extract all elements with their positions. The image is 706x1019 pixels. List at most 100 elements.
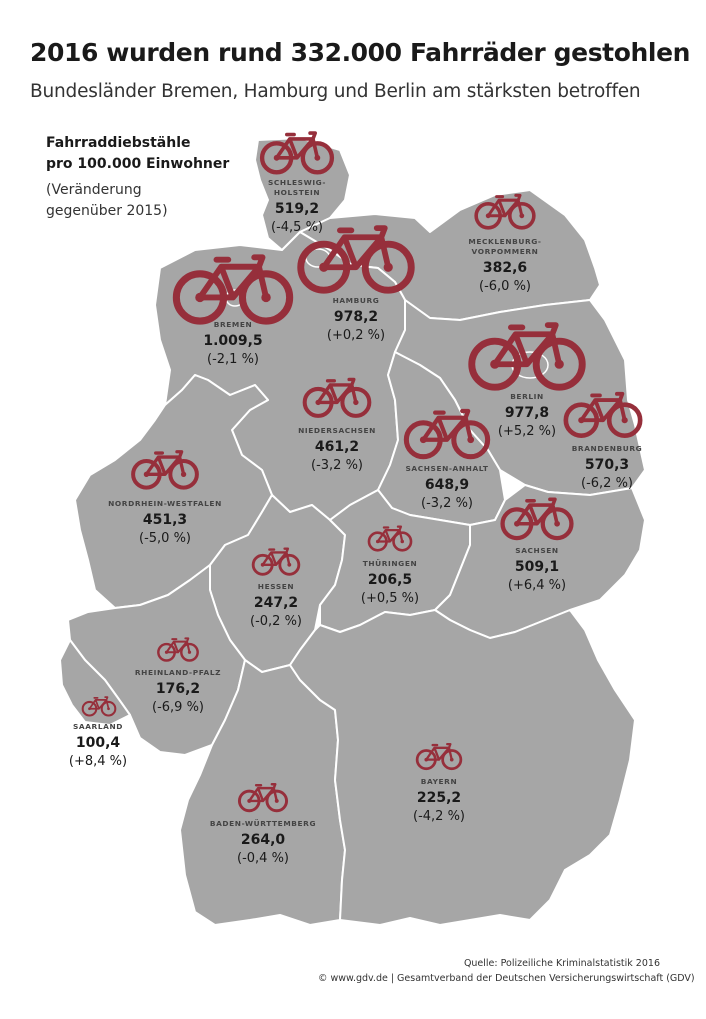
region-value-rheinland-pfalz: 176,2 [156,681,200,697]
bicycle-icon [172,254,294,325]
region-change-thueringen: (+0,5 %) [361,591,419,606]
region-name-mecklenburg-vorpommern: MECKLENBURG- [468,237,541,246]
region-value-brandenburg: 570,3 [585,457,629,473]
region-change-baden-wuerttemberg: (-0,4 %) [237,851,289,866]
bicycle-wheel-front [361,240,415,294]
bicycle-frame [579,391,627,423]
bicycle-wheel-front [265,789,289,813]
region-value-bremen: 1.009,5 [203,333,262,349]
bicycle-frame [425,743,453,761]
bicycle-wheel-front [180,642,199,662]
bicycle-frame [144,450,186,476]
bicycle-wheel-front [278,553,301,576]
region-value-nordrhein-westfalen: 451,3 [143,512,187,528]
region-change-rheinland-pfalz: (-6,9 %) [152,700,204,715]
region-change-berlin: (+5,2 %) [498,424,556,439]
bicycle-wheel-front [100,700,117,717]
bicycle-icon [474,193,536,230]
bicycle-icon [251,547,301,576]
bicycle-wheel-front [508,201,536,230]
bicycle-icon [403,408,491,460]
copyright-note: © www.gdv.de | Gesamtverband der Deutsch… [318,973,695,984]
region-value-hessen: 247,2 [254,595,298,611]
bicycle-frame [88,696,110,710]
region-name-hamburg: HAMBURG [333,296,380,305]
region-change-saarland: (+8,4 %) [69,754,127,769]
region-name-nordrhein-westfalen: NORDRHEIN-WESTFALEN [108,499,222,508]
bicycle-wheel-front [168,459,199,490]
bicycle-icon [81,696,117,717]
region-name-saarland: SAARLAND [73,722,123,731]
bicycle-frame [486,193,524,218]
bicycle-wheel-front [300,141,335,175]
source-note: Quelle: Polizeiliche Kriminalstatistik 2… [463,958,660,969]
region-change-nordrhein-westfalen: (-5,0 %) [139,531,191,546]
region-value-berlin: 977,8 [505,405,549,421]
bicycle-icon [500,497,574,541]
legend-line-2: pro 100.000 Einwohner [46,156,230,172]
region-value-thueringen: 206,5 [368,572,412,588]
legend-line-4: gegenüber 2015) [46,203,168,219]
bicycle-wheel-front [540,507,574,541]
region-value-niedersachsen: 461,2 [315,439,359,455]
region-value-schleswig-holstein: 519,2 [275,201,319,217]
region-change-bayern: (-4,2 %) [413,809,465,824]
region-name-sachsen-anhalt: SACHSEN-ANHALT [405,464,488,473]
region-value-bayern: 225,2 [417,790,461,806]
bicycle-icon [297,225,415,294]
bicycle-icon [259,131,335,175]
bicycle-frame [320,225,392,271]
bicycle-wheel-front [451,420,491,460]
region-name-thueringen: THÜRINGEN [363,559,418,568]
bicycle-wheel-front [340,386,372,418]
bicycle-wheel-front [392,531,413,552]
region-name-bayern: BAYERN [421,777,458,786]
bicycle-markers [81,131,643,813]
region-name-mecklenburg-vorpommern: VORPOMMERN [472,247,539,256]
bicycle-frame [376,525,404,543]
region-value-mecklenburg-vorpommern: 382,6 [483,260,527,276]
page-title: 2016 wurden rund 332.000 Fahrräder gesto… [30,38,691,67]
bicycle-icon [468,322,586,391]
region-change-bremen: (-2,1 %) [207,352,259,367]
bicycle-wheel-front [606,402,643,438]
bicycle-wheel-front [441,749,463,771]
region-change-hessen: (-0,2 %) [250,614,302,629]
region-name-niedersachsen: NIEDERSACHSEN [298,426,376,435]
region-value-sachsen-anhalt: 648,9 [425,477,469,493]
region-name-sachsen: SACHSEN [515,546,558,555]
bicycle-frame [261,547,291,566]
region-shape-sachsen [434,484,646,639]
region-change-sachsen-anhalt: (-3,2 %) [421,496,473,511]
region-name-bremen: BREMEN [214,320,253,329]
bicycle-icon [131,450,199,490]
bicycle-frame [491,322,563,368]
region-name-hessen: HESSEN [258,582,294,591]
bicycle-frame [248,783,278,803]
region-name-brandenburg: BRANDENBURG [572,444,643,453]
region-value-saarland: 100,4 [76,735,121,751]
region-name-schleswig-holstein: SCHLESWIG- [268,178,326,187]
region-change-sachsen: (+6,4 %) [508,578,566,593]
bicycle-frame [197,254,269,301]
land-regions [59,137,646,926]
region-labels: SCHLESWIG-HOLSTEIN 519,2 (-4,5 %) MECKLENBU… [69,178,642,866]
region-change-niedersachsen: (-3,2 %) [311,458,363,473]
bicycle-frame [421,408,473,442]
region-value-baden-wuerttemberg: 264,0 [241,832,286,848]
region-name-baden-wuerttemberg: BADEN-WÜRTTEMBERG [210,819,316,828]
bicycle-icon [237,783,289,813]
legend-heading: Fahrraddiebstähle pro 100.000 Einwohner [46,133,229,175]
region-change-schleswig-holstein: (-4,5 %) [271,220,323,235]
legend-line-1: Fahrraddiebstähle [46,135,191,151]
bicycle-frame [515,497,559,526]
region-change-brandenburg: (-6,2 %) [581,476,633,491]
page-subtitle: Bundesländer Bremen, Hamburg und Berlin … [30,81,641,102]
bicycle-wheel-front [532,337,586,391]
bicycle-icon [415,743,463,771]
region-name-berlin: BERLIN [510,392,544,401]
region-shape-bayern [289,609,636,926]
region-change-hamburg: (+0,2 %) [327,328,385,343]
legend-line-3: (Veränderung [46,182,142,198]
